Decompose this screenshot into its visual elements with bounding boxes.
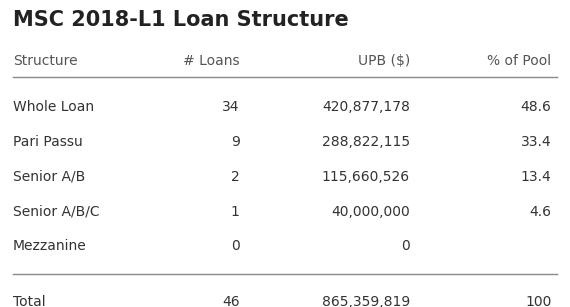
Text: # Loans: # Loans [183, 54, 239, 68]
Text: % of Pool: % of Pool [487, 54, 552, 68]
Text: Senior A/B: Senior A/B [13, 170, 85, 184]
Text: 48.6: 48.6 [521, 100, 552, 114]
Text: Whole Loan: Whole Loan [13, 100, 94, 114]
Text: 0: 0 [401, 239, 410, 253]
Text: 4.6: 4.6 [530, 204, 552, 219]
Text: 34: 34 [222, 100, 239, 114]
Text: Pari Passu: Pari Passu [13, 135, 83, 149]
Text: 420,877,178: 420,877,178 [322, 100, 410, 114]
Text: 13.4: 13.4 [521, 170, 552, 184]
Text: 9: 9 [231, 135, 239, 149]
Text: MSC 2018-L1 Loan Structure: MSC 2018-L1 Loan Structure [13, 10, 348, 30]
Text: 1: 1 [231, 204, 239, 219]
Text: 2: 2 [231, 170, 239, 184]
Text: UPB ($): UPB ($) [357, 54, 410, 68]
Text: 100: 100 [525, 295, 552, 307]
Text: 33.4: 33.4 [521, 135, 552, 149]
Text: 40,000,000: 40,000,000 [331, 204, 410, 219]
Text: 0: 0 [231, 239, 239, 253]
Text: 288,822,115: 288,822,115 [321, 135, 410, 149]
Text: 46: 46 [222, 295, 239, 307]
Text: Senior A/B/C: Senior A/B/C [13, 204, 99, 219]
Text: Structure: Structure [13, 54, 78, 68]
Text: Total: Total [13, 295, 46, 307]
Text: Mezzanine: Mezzanine [13, 239, 87, 253]
Text: 115,660,526: 115,660,526 [321, 170, 410, 184]
Text: 865,359,819: 865,359,819 [321, 295, 410, 307]
